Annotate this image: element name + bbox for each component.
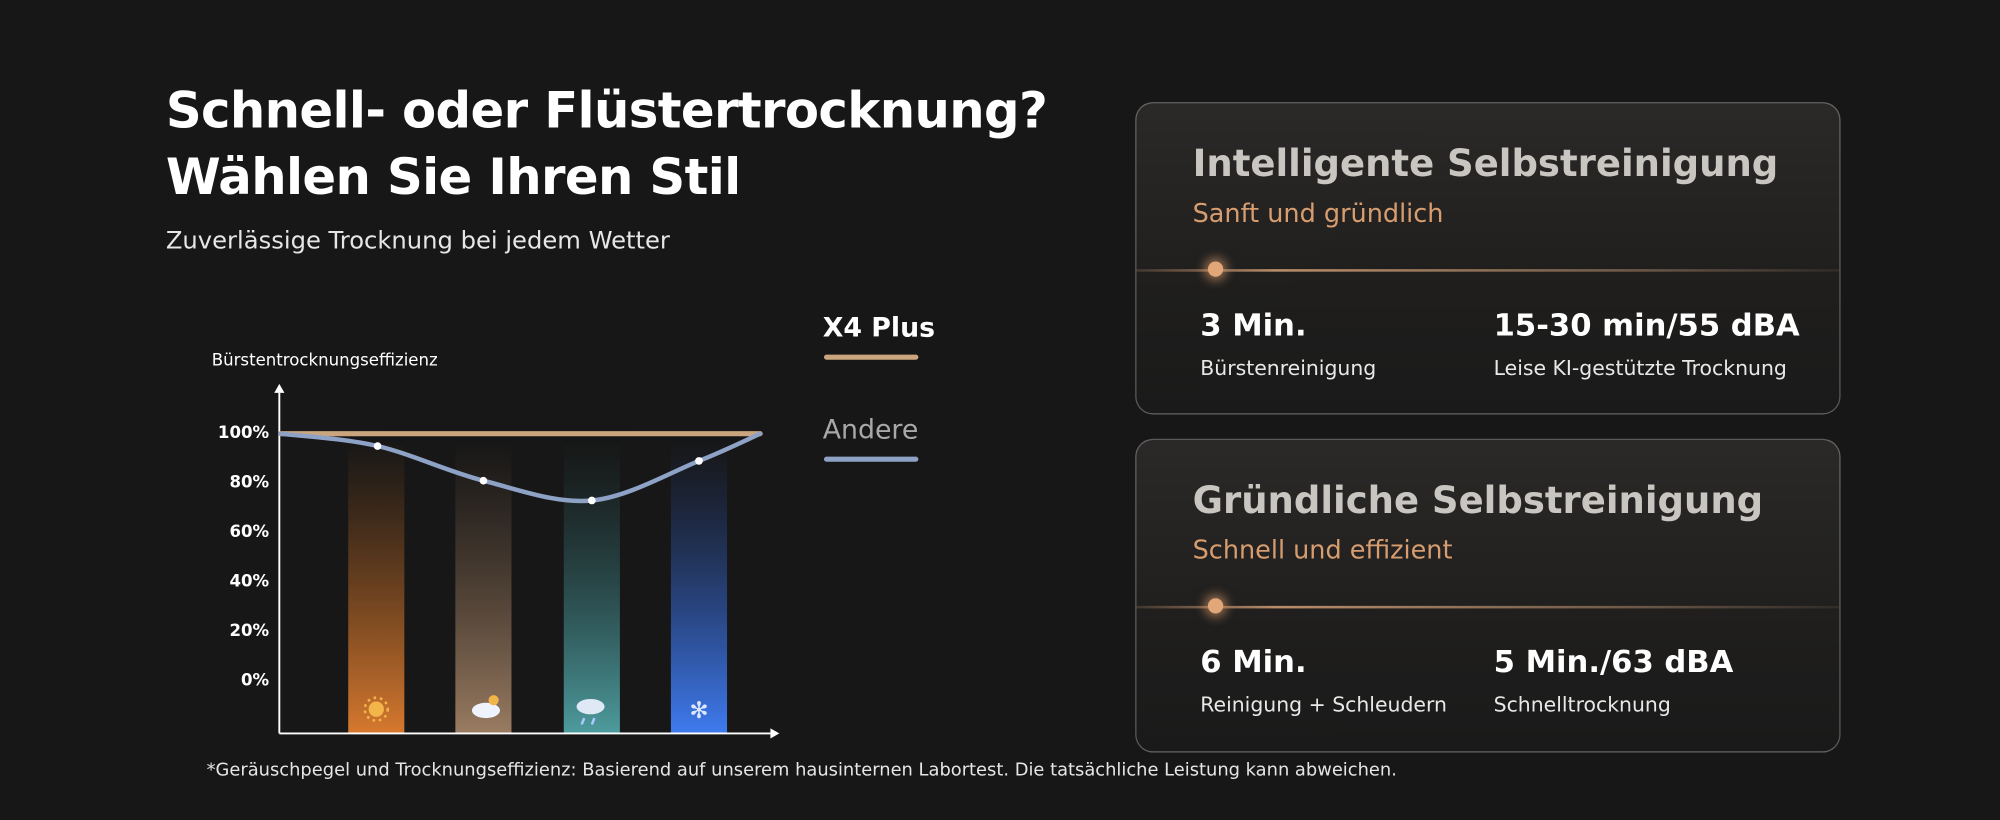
data-point [588, 496, 596, 505]
footnote: *Geräuschpegel und Trocknungseffizienz: … [206, 760, 1397, 781]
y-axis-label: Bürstentrocknungseffizienz [212, 350, 438, 369]
chart: ✻ Bürstentrocknungseffizienz 0% 20% 40% 60%… [212, 313, 935, 739]
weather-column [455, 440, 512, 734]
y-tick-label: 60% [229, 522, 269, 541]
y-tick-label: 20% [229, 621, 269, 640]
data-point [695, 457, 703, 465]
card-title: Gründliche Selbstreinigung [1192, 478, 1764, 522]
y-tick-label: 80% [229, 473, 269, 492]
divider [1136, 605, 1840, 609]
stat-value: 5 Min./63 dBA [1493, 644, 1734, 680]
x-axis-arrow [770, 728, 780, 739]
divider-dot [1207, 598, 1224, 614]
stat-label: Leise KI-gestützte Trocknung [1493, 355, 1787, 381]
weather-column [348, 440, 405, 734]
stat-label: Schnelltrocknung [1493, 692, 1671, 717]
data-point [479, 476, 488, 485]
card: Gründliche Selbstreinigung Schnell und e… [1135, 438, 1841, 753]
stat-value: 3 Min. [1200, 307, 1307, 344]
divider-dot [1207, 261, 1224, 277]
data-point [373, 442, 382, 450]
legend-label: Andere [823, 415, 919, 446]
card-subtitle: Sanft und gründlich [1192, 197, 1444, 229]
card: Intelligente Selbstreinigung Sanft und g… [1135, 102, 1841, 415]
svg-text:✻: ✻ [689, 698, 708, 724]
card-title: Intelligente Selbstreinigung [1192, 141, 1779, 185]
card-subtitle: Schnell und effizient [1192, 534, 1453, 566]
y-axis-arrow [274, 383, 285, 393]
weather-column [563, 440, 620, 734]
stat-label: Reinigung + Schleudern [1200, 692, 1447, 717]
y-tick-label: 100% [218, 423, 270, 442]
stat-value: 6 Min. [1200, 644, 1307, 680]
y-tick-label: 40% [229, 572, 269, 591]
weather-icon: ✻ [363, 695, 709, 725]
divider [1136, 269, 1840, 272]
legend-swatch [823, 456, 919, 462]
title-line: Wählen Sie Ihren Stil [165, 149, 741, 207]
weather-column [670, 440, 728, 734]
legend-label: X4 Plus [823, 313, 935, 344]
y-tick-label: 0% [241, 671, 270, 690]
title-line: Schnell- oder Flüstertrocknung? [165, 82, 1048, 141]
stat-value: 15-30 min/55 dBA [1493, 307, 1800, 344]
legend-swatch [823, 354, 919, 360]
stat-label: Bürstenreinigung [1200, 355, 1377, 381]
subtitle: Zuverlässige Trocknung bei jedem Wetter [165, 227, 670, 256]
